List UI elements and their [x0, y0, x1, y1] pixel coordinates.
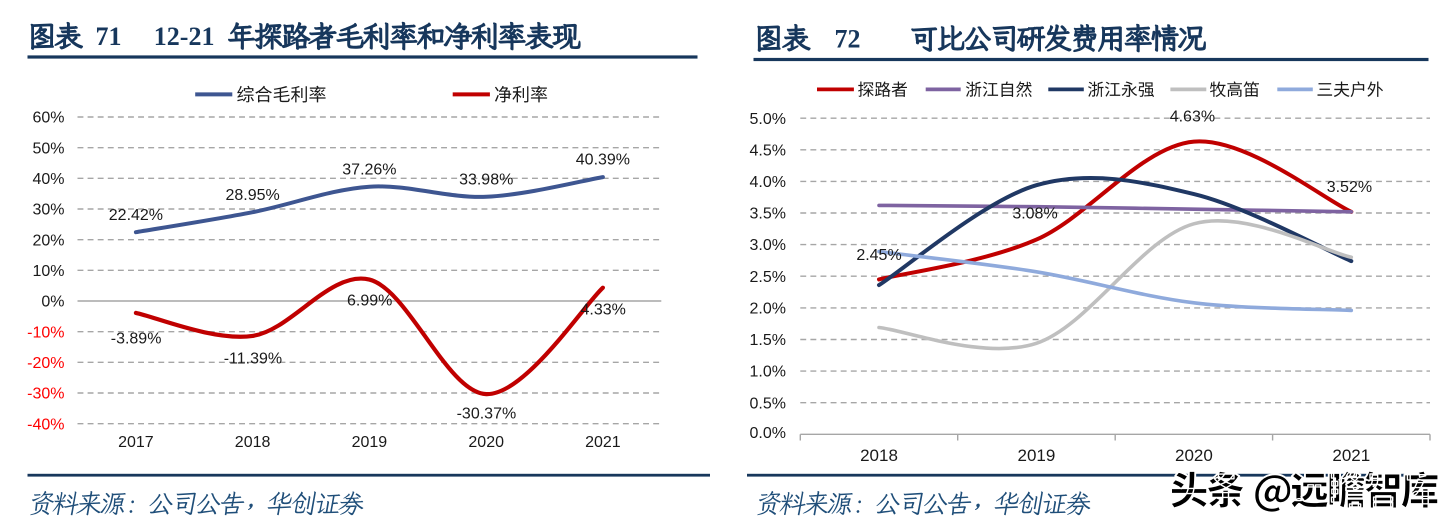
svg-text:2.0%: 2.0% [750, 301, 786, 318]
svg-text:10%: 10% [32, 263, 64, 280]
svg-text:50%: 50% [32, 140, 64, 157]
svg-text:-40%: -40% [27, 416, 64, 433]
svg-text:20%: 20% [32, 232, 64, 249]
svg-text:2018: 2018 [860, 446, 898, 465]
svg-text:2020: 2020 [468, 434, 504, 451]
svg-text:3.0%: 3.0% [750, 237, 786, 254]
svg-text:2021: 2021 [585, 434, 621, 451]
svg-text:3.52%: 3.52% [1327, 179, 1372, 196]
svg-text:40%: 40% [32, 171, 64, 188]
svg-text:0%: 0% [41, 294, 64, 311]
svg-text:-11.39%: -11.39% [224, 351, 282, 368]
svg-text:1.0%: 1.0% [750, 364, 786, 381]
svg-text:3.08%: 3.08% [1012, 206, 1057, 223]
svg-text:-20%: -20% [27, 355, 64, 372]
svg-text:4.33%: 4.33% [581, 302, 626, 319]
svg-text:2.5%: 2.5% [750, 269, 786, 286]
svg-text:22.42%: 22.42% [109, 207, 163, 224]
svg-text:4.0%: 4.0% [750, 174, 786, 191]
svg-text:2021: 2021 [1332, 446, 1370, 465]
svg-text:2019: 2019 [352, 434, 388, 451]
svg-text:6.99%: 6.99% [347, 293, 392, 310]
svg-text:2020: 2020 [1175, 446, 1213, 465]
svg-text:71: 71 [96, 22, 122, 51]
svg-text:-30%: -30% [27, 386, 64, 403]
svg-text:30%: 30% [32, 202, 64, 219]
svg-text:2019: 2019 [1017, 446, 1055, 465]
svg-text:37.26%: 37.26% [342, 161, 396, 178]
svg-text:2.45%: 2.45% [856, 247, 901, 264]
svg-text:33.98%: 33.98% [459, 171, 513, 188]
svg-text:3.5%: 3.5% [750, 206, 786, 223]
svg-text:2017: 2017 [118, 434, 154, 451]
svg-text:72: 72 [835, 24, 861, 53]
svg-text:40.39%: 40.39% [576, 152, 630, 169]
svg-text:0.0%: 0.0% [750, 425, 786, 442]
svg-text:28.95%: 28.95% [225, 187, 279, 204]
svg-text:4.63%: 4.63% [1170, 109, 1215, 126]
svg-text:5.0%: 5.0% [750, 111, 786, 128]
svg-text:1.5%: 1.5% [750, 332, 786, 349]
svg-text:-30.37%: -30.37% [457, 406, 517, 423]
svg-text:2018: 2018 [235, 434, 271, 451]
svg-text:12-21: 12-21 [154, 22, 215, 51]
svg-text:0.5%: 0.5% [750, 395, 786, 412]
svg-text:-3.89%: -3.89% [111, 331, 162, 348]
svg-text:-10%: -10% [27, 324, 64, 341]
svg-text:60%: 60% [32, 110, 64, 127]
svg-text:4.5%: 4.5% [750, 142, 786, 159]
